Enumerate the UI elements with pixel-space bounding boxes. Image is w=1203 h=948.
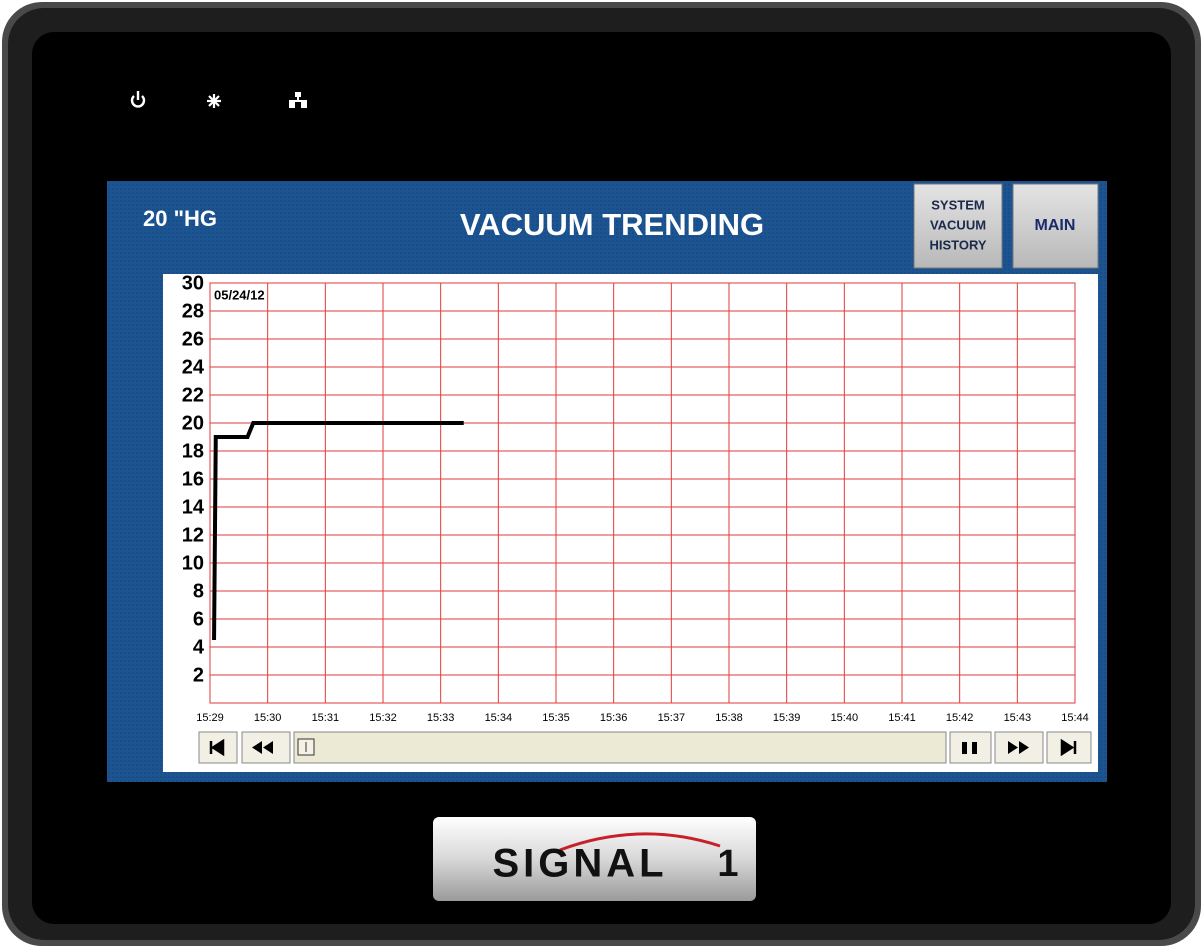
x-tick-label: 15:44: [1061, 712, 1089, 724]
screen-title: VACUUM TRENDING: [460, 207, 764, 242]
y-tick-label: 18: [182, 440, 204, 462]
x-tick-label: 15:32: [369, 712, 397, 724]
y-tick-label: 28: [182, 300, 204, 322]
brand-name: SIGNAL: [492, 842, 667, 886]
x-tick-label: 15:37: [658, 712, 686, 724]
y-tick-label: 14: [182, 496, 205, 518]
y-tick-label: 20: [182, 412, 204, 434]
x-tick-label: 15:33: [427, 712, 455, 724]
x-tick-label: 15:30: [254, 712, 282, 724]
y-tick-label: 6: [193, 608, 204, 630]
y-tick-label: 30: [182, 272, 204, 294]
x-tick-label: 15:29: [196, 712, 224, 724]
x-tick-label: 15:36: [600, 712, 628, 724]
x-tick-label: 15:41: [888, 712, 916, 724]
x-tick-label: 15:40: [831, 712, 859, 724]
trend-navigation: [199, 732, 1091, 763]
y-tick-label: 22: [182, 384, 204, 406]
button-label[interactable]: VACUUM: [930, 217, 986, 232]
hmi-device: 20 "HG VACUUM TRENDING SYSTEM VACUUM HIS…: [0, 0, 1203, 948]
y-tick-label: 26: [182, 328, 204, 350]
y-tick-label: 12: [182, 524, 204, 546]
x-tick-label: 15:39: [773, 712, 801, 724]
brand-number: 1: [717, 843, 738, 885]
y-tick-label: 2: [193, 664, 204, 686]
pause-button[interactable]: [950, 732, 991, 763]
button-label[interactable]: MAIN: [1035, 217, 1076, 234]
date-annotation: 05/24/12: [214, 287, 265, 302]
scroll-track[interactable]: [294, 732, 946, 763]
x-tick-label: 15:31: [312, 712, 340, 724]
x-tick-label: 15:34: [485, 712, 513, 724]
history-button[interactable]: SYSTEM VACUUM HISTORY: [914, 184, 1002, 268]
y-tick-label: 10: [182, 552, 204, 574]
y-tick-label: 16: [182, 468, 204, 490]
vacuum-reading: 20 "HG: [143, 206, 217, 231]
main-button[interactable]: MAIN: [1013, 184, 1098, 268]
y-tick-label: 4: [193, 636, 205, 658]
x-tick-label: 15:43: [1004, 712, 1032, 724]
button-label[interactable]: HISTORY: [929, 237, 986, 252]
chart-panel: [163, 274, 1098, 772]
button-label[interactable]: SYSTEM: [931, 197, 984, 212]
x-tick-label: 15:38: [715, 712, 743, 724]
x-tick-label: 15:42: [946, 712, 974, 724]
y-tick-label: 24: [182, 356, 205, 378]
backlight-icon: [207, 94, 221, 108]
y-tick-label: 8: [193, 580, 204, 602]
x-tick-label: 15:35: [542, 712, 570, 724]
